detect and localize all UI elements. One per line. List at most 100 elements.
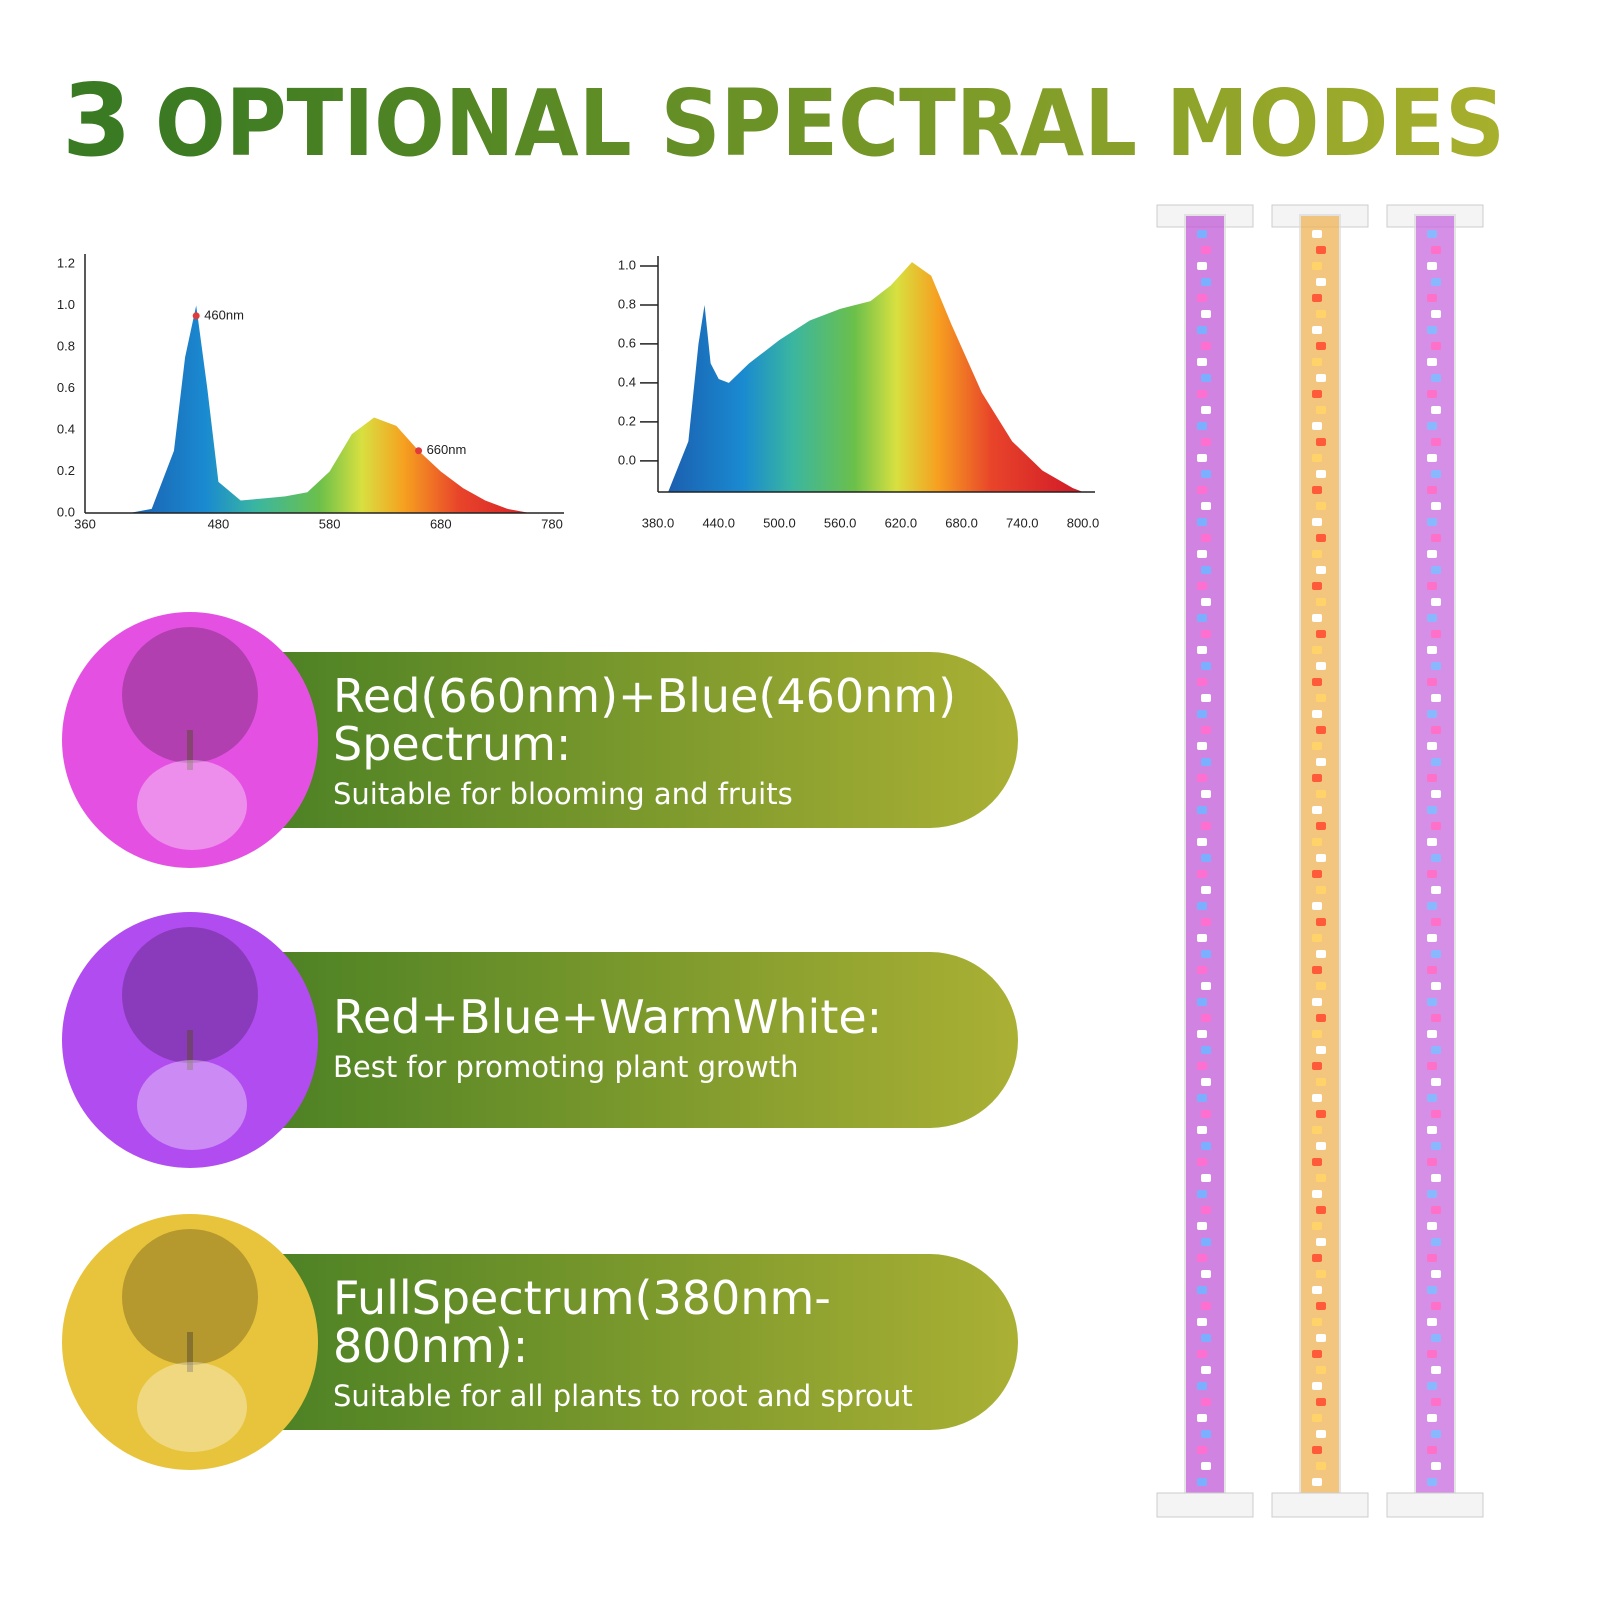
led <box>1201 982 1211 990</box>
led <box>1427 870 1437 878</box>
led <box>1316 790 1326 798</box>
led <box>1312 1350 1322 1358</box>
x-tick-label: 500.0 <box>763 515 796 530</box>
led <box>1431 1398 1441 1406</box>
y-tick-label: 0.8 <box>57 338 75 353</box>
led <box>1312 1254 1322 1262</box>
led <box>1316 1398 1326 1406</box>
led <box>1316 1302 1326 1310</box>
led <box>1312 422 1322 430</box>
led <box>1431 1110 1441 1118</box>
led <box>1201 1334 1211 1342</box>
led <box>1431 566 1441 574</box>
led <box>1312 614 1322 622</box>
led <box>1201 758 1211 766</box>
led <box>1427 1158 1437 1166</box>
led <box>1427 902 1437 910</box>
led <box>1431 246 1441 254</box>
led <box>1312 774 1322 782</box>
led <box>1427 486 1437 494</box>
led <box>1316 438 1326 446</box>
led <box>1427 1414 1437 1422</box>
led <box>1431 1238 1441 1246</box>
led <box>1201 1142 1211 1150</box>
led <box>1427 806 1437 814</box>
led <box>1316 822 1326 830</box>
led <box>1316 1430 1326 1438</box>
led <box>1431 726 1441 734</box>
led <box>1316 694 1326 702</box>
led <box>1312 710 1322 718</box>
led <box>1197 262 1207 270</box>
plant-pot <box>137 760 247 850</box>
y-tick-label: 0.2 <box>618 413 636 428</box>
led <box>1427 1030 1437 1038</box>
led <box>1431 1046 1441 1054</box>
led <box>1312 838 1322 846</box>
led <box>1316 278 1326 286</box>
mode-title: FullSpectrum(380nm- <box>333 1271 831 1325</box>
plant-pot <box>137 1060 247 1150</box>
led <box>1316 1206 1326 1214</box>
annotation-dot <box>415 447 423 455</box>
led <box>1197 294 1207 302</box>
plant-stem <box>187 1030 193 1070</box>
led <box>1431 502 1441 510</box>
led <box>1201 374 1211 382</box>
y-tick-label: 1.2 <box>57 255 75 270</box>
led <box>1312 582 1322 590</box>
bracket <box>1271 1492 1369 1518</box>
led <box>1312 646 1322 654</box>
x-tick-label: 620.0 <box>885 515 918 530</box>
led <box>1197 358 1207 366</box>
led <box>1431 950 1441 958</box>
led <box>1316 918 1326 926</box>
x-tick-label: 440.0 <box>702 515 735 530</box>
led <box>1316 630 1326 638</box>
led <box>1197 1030 1207 1038</box>
led <box>1316 1270 1326 1278</box>
led <box>1427 582 1437 590</box>
led <box>1197 1382 1207 1390</box>
led <box>1201 1174 1211 1182</box>
led <box>1197 774 1207 782</box>
led <box>1201 598 1211 606</box>
led <box>1431 1078 1441 1086</box>
led <box>1197 1190 1207 1198</box>
led <box>1201 246 1211 254</box>
led <box>1197 998 1207 1006</box>
led <box>1316 1366 1326 1374</box>
led <box>1316 310 1326 318</box>
led <box>1431 470 1441 478</box>
led <box>1312 262 1322 270</box>
led <box>1197 966 1207 974</box>
led <box>1312 390 1322 398</box>
led <box>1312 358 1322 366</box>
led <box>1201 1366 1211 1374</box>
led <box>1431 886 1441 894</box>
led <box>1201 470 1211 478</box>
led <box>1427 838 1437 846</box>
led <box>1197 550 1207 558</box>
led <box>1431 438 1441 446</box>
led <box>1316 246 1326 254</box>
led <box>1431 822 1441 830</box>
led <box>1312 1062 1322 1070</box>
title: OPTIONAL SPECTRAL MODES <box>155 70 1505 177</box>
led <box>1312 1286 1322 1294</box>
led <box>1431 534 1441 542</box>
bracket <box>1156 1492 1254 1518</box>
plant-stem <box>187 1332 193 1372</box>
led <box>1431 694 1441 702</box>
led <box>1427 454 1437 462</box>
led <box>1201 278 1211 286</box>
led <box>1316 950 1326 958</box>
led <box>1312 454 1322 462</box>
led <box>1431 406 1441 414</box>
mode-description: Best for promoting plant growth <box>333 1050 799 1084</box>
led <box>1312 1030 1322 1038</box>
led <box>1431 918 1441 926</box>
led <box>1201 1270 1211 1278</box>
y-tick-label: 0.4 <box>618 374 636 389</box>
led <box>1316 598 1326 606</box>
